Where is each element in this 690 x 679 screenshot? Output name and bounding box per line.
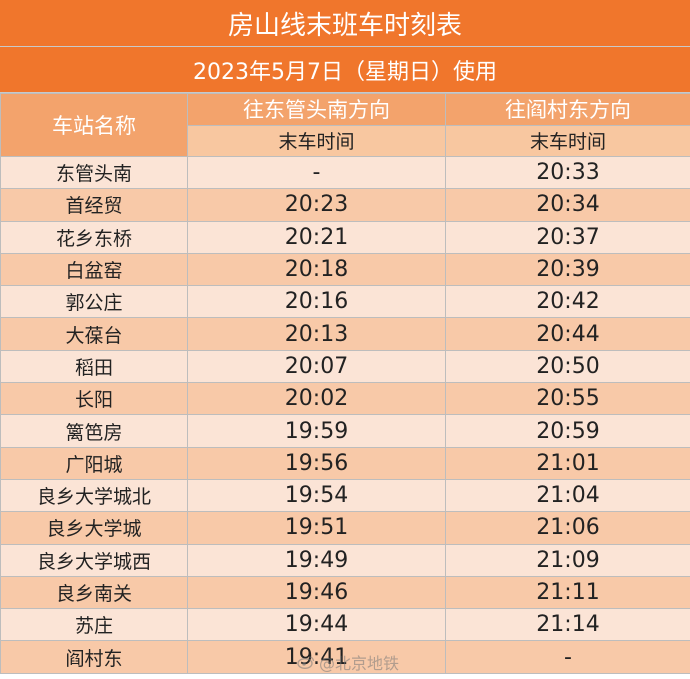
station-name: 白盆窑 (0, 252, 188, 287)
station-column-header: 车站名称 (0, 93, 188, 157)
station-name: 首经贸 (0, 188, 188, 222)
last-train-time-east-guantou: - (187, 155, 446, 190)
station-name: 篱笆房 (0, 414, 188, 448)
last-train-time-east-guantou: 20:16 (187, 285, 446, 319)
page-title: 房山线末班车时刻表 (0, 0, 690, 47)
last-train-time-east-guantou: 19:51 (187, 511, 446, 545)
last-train-time-yancun-east: 20:33 (445, 155, 690, 190)
station-name: 广阳城 (0, 446, 188, 480)
table-row: 良乡南关 19:46 21:11 (0, 575, 690, 610)
table-row: 大葆台 20:13 20:44 (0, 317, 690, 351)
last-train-time-east-guantou: 19:46 (187, 575, 446, 610)
last-train-time-east-guantou: 20:23 (187, 188, 446, 222)
last-train-time-yancun-east: 21:09 (445, 543, 690, 577)
last-train-time-yancun-east: 20:59 (445, 414, 690, 448)
table-row: 苏庄 19:44 21:14 (0, 608, 690, 642)
station-name: 东管头南 (0, 155, 188, 190)
station-name: 苏庄 (0, 608, 188, 642)
station-name: 郭公庄 (0, 285, 188, 319)
last-train-time-east-guantou: 19:44 (187, 608, 446, 642)
station-name: 良乡大学城北 (0, 478, 188, 513)
table-row: 郭公庄 20:16 20:42 (0, 285, 690, 319)
last-train-time-yancun-east: 20:37 (445, 220, 690, 254)
station-name: 长阳 (0, 382, 188, 416)
table-row: 阎村东 19:41- (0, 640, 690, 674)
last-train-time-yancun-east: 21:06 (445, 511, 690, 545)
station-name: 稻田 (0, 349, 188, 384)
table-row: 稻田 20:07 20:50 (0, 349, 690, 384)
table-row: 良乡大学城北 19:54 21:04 (0, 478, 690, 513)
last-train-time-yancun-east: 20:34 (445, 188, 690, 222)
direction-header-east-guantou: 往东管头南方向 (187, 93, 446, 126)
last-train-time-yancun-east: 20:50 (445, 349, 690, 384)
last-train-time-east-guantou: 19:54 (187, 478, 446, 513)
station-name: 良乡南关 (0, 575, 188, 610)
table-row: 东管头南 -20:33 (0, 155, 690, 190)
station-name: 大葆台 (0, 317, 188, 351)
last-train-time-east-guantou: 19:41 (187, 640, 446, 674)
table-row: 良乡大学城 19:51 21:06 (0, 511, 690, 545)
last-train-time-yancun-east: - (445, 640, 690, 674)
table-row: 良乡大学城西 19:49 21:09 (0, 543, 690, 577)
date-subtitle: 2023年5月7日（星期日）使用 (0, 47, 690, 93)
table-row: 花乡东桥 20:21 20:37 (0, 220, 690, 254)
last-train-time-east-guantou: 20:07 (187, 349, 446, 384)
last-train-time-east-guantou: 20:13 (187, 317, 446, 351)
last-train-time-yancun-east: 21:11 (445, 575, 690, 610)
last-train-time-east-guantou: 20:18 (187, 252, 446, 287)
table-row: 长阳 20:02 20:55 (0, 382, 690, 416)
last-train-time-yancun-east: 21:01 (445, 446, 690, 480)
table-row: 首经贸 20:23 20:34 (0, 188, 690, 222)
last-train-time-yancun-east: 20:44 (445, 317, 690, 351)
station-name: 良乡大学城西 (0, 543, 188, 577)
last-train-time-east-guantou: 20:21 (187, 220, 446, 254)
last-train-time-east-guantou: 20:02 (187, 382, 446, 416)
table-row: 篱笆房 19:59 20:59 (0, 414, 690, 448)
last-train-time-yancun-east: 20:42 (445, 285, 690, 319)
direction-header-yancun-east: 往阎村东方向 (445, 93, 690, 126)
last-train-subheader: 末车时间 (187, 124, 446, 157)
station-name: 良乡大学城 (0, 511, 188, 545)
last-train-time-yancun-east: 20:55 (445, 382, 690, 416)
last-train-time-yancun-east: 21:14 (445, 608, 690, 642)
last-train-time-yancun-east: 21:04 (445, 478, 690, 513)
last-train-subheader: 末车时间 (445, 124, 690, 157)
station-name: 阎村东 (0, 640, 188, 674)
timetable: 车站名称 往东管头南方向 往阎村东方向 末车时间 末车时间 东管头南 -20:33… (0, 93, 690, 674)
table-row: 白盆窑 20:18 20:39 (0, 252, 690, 287)
last-train-time-east-guantou: 19:59 (187, 414, 446, 448)
last-train-time-yancun-east: 20:39 (445, 252, 690, 287)
table-row: 广阳城 19:56 21:01 (0, 446, 690, 480)
timetable-body: 东管头南 -20:33 首经贸 20:23 20:34 花乡东桥 20:21 20:37 白盆窑… (0, 155, 690, 674)
station-name: 花乡东桥 (0, 220, 188, 254)
last-train-time-east-guantou: 19:56 (187, 446, 446, 480)
last-train-time-east-guantou: 19:49 (187, 543, 446, 577)
